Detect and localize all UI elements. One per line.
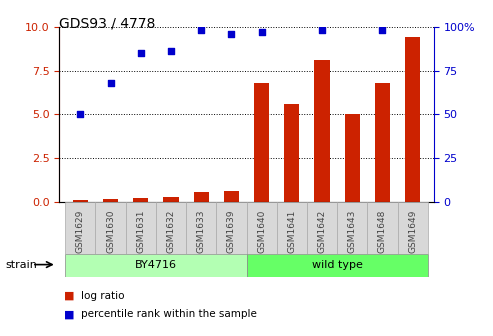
- Text: percentile rank within the sample: percentile rank within the sample: [81, 309, 257, 319]
- Text: GSM1641: GSM1641: [287, 209, 296, 253]
- Text: GSM1639: GSM1639: [227, 209, 236, 253]
- Point: [318, 28, 326, 33]
- Bar: [194, 192, 209, 202]
- Text: GSM1630: GSM1630: [106, 209, 115, 253]
- FancyBboxPatch shape: [337, 202, 367, 254]
- Bar: [284, 104, 299, 202]
- Bar: [224, 191, 239, 202]
- Bar: [315, 60, 330, 202]
- FancyBboxPatch shape: [126, 202, 156, 254]
- Text: GSM1629: GSM1629: [76, 209, 85, 253]
- Bar: [103, 199, 118, 202]
- Text: GSM1640: GSM1640: [257, 209, 266, 253]
- FancyBboxPatch shape: [65, 202, 96, 254]
- Text: GSM1631: GSM1631: [136, 209, 145, 253]
- Point: [258, 30, 266, 35]
- FancyBboxPatch shape: [367, 202, 397, 254]
- FancyBboxPatch shape: [186, 202, 216, 254]
- FancyBboxPatch shape: [397, 202, 428, 254]
- FancyBboxPatch shape: [307, 202, 337, 254]
- Point: [76, 112, 84, 117]
- Point: [106, 80, 114, 85]
- Text: GSM1633: GSM1633: [197, 209, 206, 253]
- Text: GSM1632: GSM1632: [167, 209, 176, 253]
- Point: [167, 49, 175, 54]
- FancyBboxPatch shape: [216, 202, 246, 254]
- FancyBboxPatch shape: [277, 202, 307, 254]
- FancyBboxPatch shape: [65, 254, 246, 277]
- Point: [137, 50, 144, 56]
- Point: [197, 28, 205, 33]
- FancyBboxPatch shape: [96, 202, 126, 254]
- Bar: [405, 37, 420, 202]
- Text: BY4716: BY4716: [135, 260, 177, 270]
- Text: ■: ■: [64, 309, 74, 319]
- Text: GSM1648: GSM1648: [378, 209, 387, 253]
- Text: wild type: wild type: [312, 260, 362, 270]
- Point: [227, 31, 235, 37]
- Text: GDS93 / 4778: GDS93 / 4778: [59, 17, 155, 31]
- Bar: [345, 114, 360, 202]
- Bar: [163, 197, 178, 202]
- Bar: [73, 200, 88, 202]
- FancyBboxPatch shape: [246, 202, 277, 254]
- Bar: [254, 83, 269, 202]
- Bar: [375, 83, 390, 202]
- FancyBboxPatch shape: [246, 254, 428, 277]
- Text: GSM1643: GSM1643: [348, 209, 357, 253]
- Text: GSM1649: GSM1649: [408, 209, 417, 253]
- Point: [379, 28, 387, 33]
- Text: strain: strain: [5, 260, 37, 270]
- Text: GSM1642: GSM1642: [317, 209, 326, 253]
- Text: log ratio: log ratio: [81, 291, 125, 301]
- Bar: [133, 198, 148, 202]
- FancyBboxPatch shape: [156, 202, 186, 254]
- Text: ■: ■: [64, 291, 74, 301]
